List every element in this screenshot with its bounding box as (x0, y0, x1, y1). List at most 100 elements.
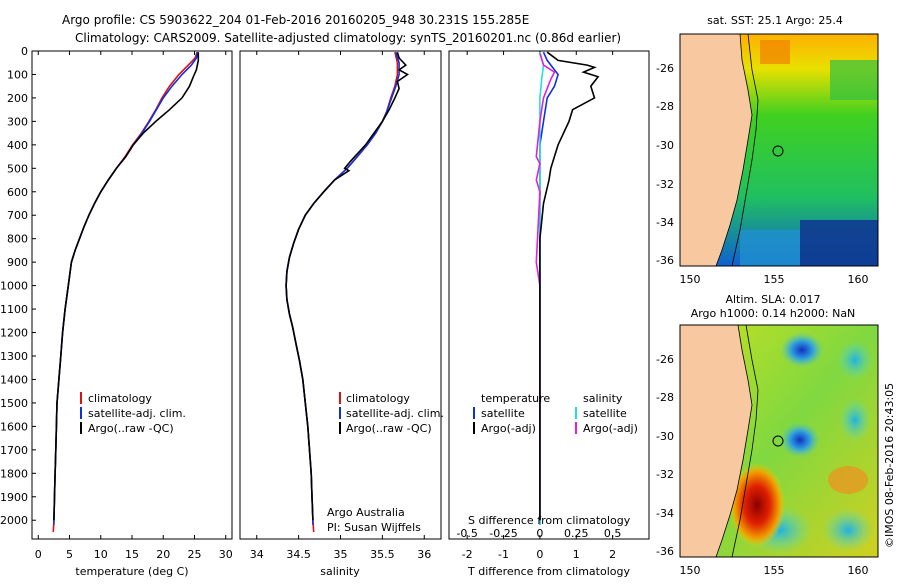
temperature-ytick-label: 800 (7, 233, 28, 246)
legend-t-argo: Argo(-adj) (481, 422, 536, 435)
sla-ytick-2: -30 (656, 430, 674, 443)
sla-map-yticks: -26 -28 -30 -32 -34 -36 150 155 160 (656, 353, 868, 577)
header-line1: Argo profile: CS 5903622_204 01-Feb-2016… (62, 13, 529, 27)
temperature-xtick-label: 30 (219, 548, 233, 561)
temperature-legend-argo: Argo(..raw -QC) (88, 422, 174, 435)
difference-series-t-argo (539, 51, 600, 521)
temperature-ytick-label: 100 (7, 68, 28, 81)
sla-xtick-0: 150 (680, 564, 701, 577)
sla-map-title-2: Argo h1000: 0.14 h2000: NaN (691, 307, 856, 320)
sst-xtick-2: 160 (848, 273, 869, 286)
temperature-ytick-label: 1100 (0, 303, 28, 316)
sla-ytick-0: -26 (656, 353, 674, 366)
salinity-xtick-label: 35.5 (370, 548, 395, 561)
salinity-panel (239, 50, 442, 540)
temperature-ytick-label: 500 (7, 162, 28, 175)
salinity-xlabel: salinity (320, 565, 360, 578)
temperature-xtick-label: 15 (125, 548, 139, 561)
difference-xtick-label: -1 (498, 548, 509, 561)
temperature-xtick-label: 5 (66, 548, 73, 561)
temperature-ytick-label: 1200 (0, 327, 28, 340)
legend-title-salinity: salinity (583, 392, 623, 405)
temperature-xlabel: temperature (deg C) (75, 565, 188, 578)
sst-map-yticks: -26 -28 -30 -32 -34 -36 150 155 160 (656, 62, 868, 286)
temperature-xtick-label: 25 (188, 548, 202, 561)
temperature-series-satellite (53, 52, 199, 525)
temperature-ytick-label: 1300 (0, 350, 28, 363)
difference-stick-label: -0.25 (489, 527, 517, 540)
salinity-series-argo (285, 51, 410, 521)
sla-xtick-1: 155 (764, 564, 785, 577)
temperature-ytick-label: 1500 (0, 397, 28, 410)
difference-series-s-argo (535, 53, 556, 521)
difference-xlabel: T difference from climatology (467, 565, 630, 578)
sst-ytick-3: -32 (656, 178, 674, 191)
temperature-ytick-label: 1800 (0, 467, 28, 480)
salinity-xtick-label: 34.5 (286, 548, 311, 561)
sst-map-title: sat. SST: 25.1 Argo: 25.4 (707, 14, 843, 27)
sst-ytick-1: -28 (656, 100, 674, 113)
pi-label: PI: Susan Wijffels (327, 521, 421, 534)
salinity-legend-climatology: climatology (346, 392, 410, 405)
temperature-ytick-label: 200 (7, 92, 28, 105)
difference-xtick-label: 0 (536, 548, 543, 561)
sst-ytick-4: -34 (656, 216, 674, 229)
header-line2: Climatology: CARS2009. Satellite-adjuste… (75, 31, 621, 45)
difference-stick-label: 0.5 (604, 527, 622, 540)
temperature-panel (31, 50, 233, 540)
sla-xtick-2: 160 (848, 564, 869, 577)
sst-xtick-1: 155 (764, 273, 785, 286)
difference-series-t-satellite (539, 51, 559, 525)
sla-ytick-4: -34 (656, 507, 674, 520)
difference-xtick-label: -2 (462, 548, 473, 561)
sla-map-title-1: Altim. SLA: 0.017 (725, 293, 820, 306)
sla-map (679, 324, 879, 558)
temperature-ytick-label: 2000 (0, 514, 28, 527)
sla-ytick-1: -28 (656, 391, 674, 404)
temperature-ytick-label: 1600 (0, 420, 28, 433)
sst-ytick-2: -30 (656, 139, 674, 152)
temperature-ytick-label: 0 (21, 45, 28, 58)
legend-s-satellite: satellite (583, 407, 627, 420)
credit-label: ©IMOS 08-Feb-2016 20:43:05 (883, 383, 896, 548)
temperature-series-climatology (52, 51, 198, 533)
temperature-ytick-label: 900 (7, 256, 28, 269)
difference-stick-label: -0.5 (456, 527, 477, 540)
difference-xtick-label: 1 (573, 548, 580, 561)
sla-ytick-3: -32 (656, 468, 674, 481)
temperature-xtick-label: 0 (35, 548, 42, 561)
sst-xtick-0: 150 (680, 273, 701, 286)
difference-xtick-label: 2 (609, 548, 616, 561)
temperature-legend-climatology: climatology (88, 392, 152, 405)
salinity-legend-satellite: satellite-adj. clim. (346, 407, 444, 420)
difference-panel (448, 50, 650, 540)
sst-ytick-5: -36 (656, 254, 674, 267)
salinity-legend: climatology satellite-adj. clim. Argo(..… (339, 392, 444, 435)
temperature-legend: climatology satellite-adj. clim. Argo(..… (80, 392, 186, 435)
temperature-ytick-label: 1900 (0, 491, 28, 504)
difference-stick-label: 0 (536, 527, 543, 540)
temperature-ytick-label: 600 (7, 186, 28, 199)
salinity-xtick-label: 35 (334, 548, 348, 561)
sla-ytick-5: -36 (656, 545, 674, 558)
salinity-xtick-label: 34 (250, 548, 264, 561)
salinity-xtick-label: 36 (417, 548, 431, 561)
temperature-ytick-label: 1000 (0, 280, 28, 293)
temperature-series-argo (53, 52, 200, 521)
temperature-ytick-label: 1700 (0, 444, 28, 457)
legend-s-argo: Argo(-adj) (583, 422, 638, 435)
difference-stick-label: 0.25 (564, 527, 589, 540)
temperature-xtick-label: 10 (94, 548, 108, 561)
difference-legend: temperature salinity satellite Argo(-adj… (473, 392, 638, 435)
temperature-legend-satellite: satellite-adj. clim. (88, 407, 186, 420)
temperature-xtick-label: 20 (156, 548, 170, 561)
sst-map (679, 33, 879, 267)
temperature-ytick-label: 1400 (0, 373, 28, 386)
temperature-ytick-label: 700 (7, 209, 28, 222)
s-difference-label: S difference from climatology (468, 514, 631, 527)
legend-title-temperature: temperature (481, 392, 550, 405)
sst-ytick-0: -26 (656, 62, 674, 75)
argo-australia-label: Argo Australia (327, 506, 405, 519)
legend-t-satellite: satellite (481, 407, 525, 420)
